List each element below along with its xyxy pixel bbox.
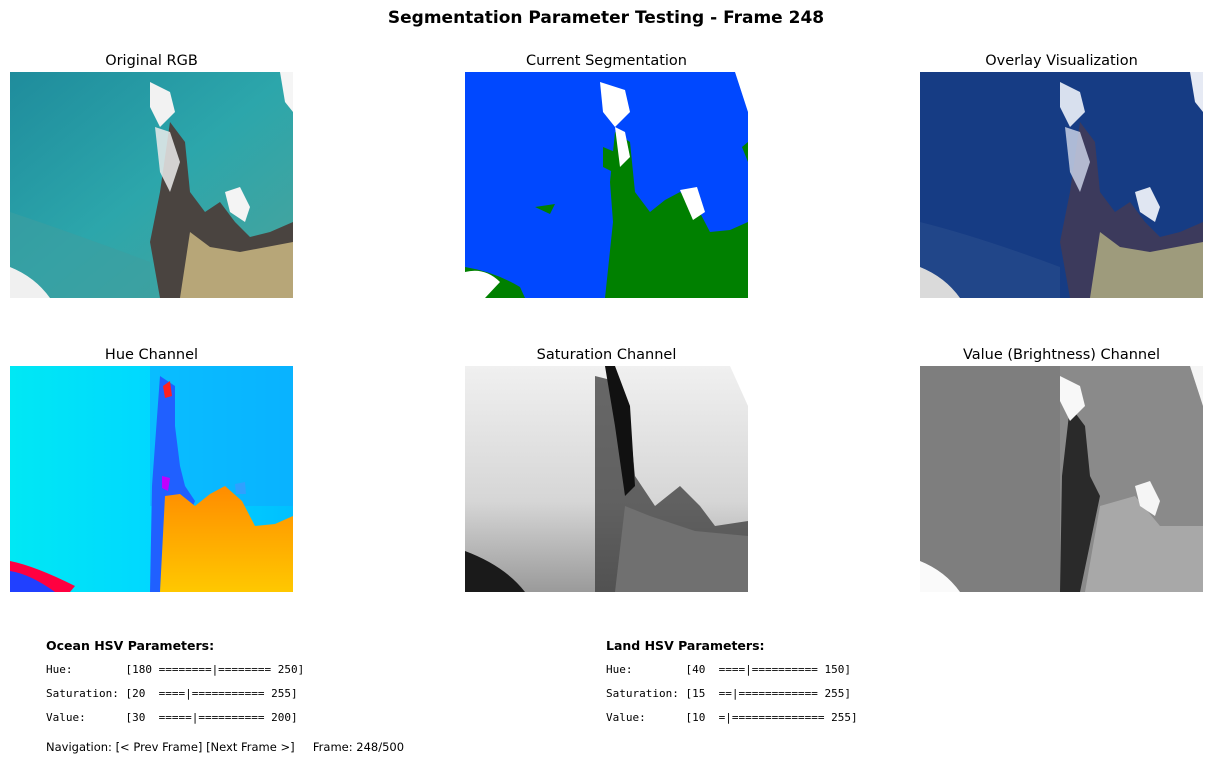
ocean-hsv-parameters: Ocean HSV Parameters: Hue: [180 ========…: [46, 634, 304, 730]
panel-current-segmentation: Current Segmentation: [465, 51, 748, 298]
land-saturation-slider[interactable]: Saturation: [15 ==|============ 255]: [606, 687, 852, 700]
next-frame-button[interactable]: [Next Frame >]: [206, 740, 295, 754]
panel-original-rgb: Original RGB: [10, 51, 293, 298]
land-value-slider[interactable]: Value: [10 =|============== 255]: [606, 711, 858, 724]
original-rgb-image: [10, 72, 293, 298]
saturation-channel-image: [465, 366, 748, 592]
ocean-saturation-slider[interactable]: Saturation: [20 ====|=========== 255]: [46, 687, 298, 700]
frame-counter: Frame: 248/500: [312, 740, 405, 754]
overlay-image: [920, 72, 1203, 298]
panel-title: Hue Channel: [104, 347, 199, 363]
segmentation-mask-image: [465, 72, 748, 298]
prev-frame-button[interactable]: [< Prev Frame]: [115, 740, 203, 754]
panel-overlay-visualization: Overlay Visualization: [920, 51, 1203, 298]
navigation-bar: Navigation: [< Prev Frame] [Next Frame >…: [46, 740, 404, 754]
ocean-hue-slider[interactable]: Hue: [180 ========|======== 250]: [46, 663, 305, 676]
ocean-params-heading: Ocean HSV Parameters:: [46, 638, 215, 653]
panel-title: Overlay Visualization: [985, 53, 1138, 69]
panel-title: Original RGB: [105, 53, 198, 69]
panel-hue-channel: Hue Channel: [10, 345, 293, 592]
figure-title: Segmentation Parameter Testing - Frame 2…: [387, 8, 825, 28]
navigation-label: Navigation:: [46, 740, 112, 754]
land-hue-slider[interactable]: Hue: [40 ====|========== 150]: [606, 663, 852, 676]
panel-title: Value (Brightness) Channel: [962, 347, 1161, 363]
ocean-value-slider[interactable]: Value: [30 =====|========== 200]: [46, 711, 298, 724]
value-channel-image: [920, 366, 1203, 592]
panel-title: Current Segmentation: [526, 53, 687, 69]
panel-value-channel: Value (Brightness) Channel: [920, 345, 1203, 592]
panel-saturation-channel: Saturation Channel: [465, 345, 748, 592]
panel-title: Saturation Channel: [536, 347, 677, 363]
hue-channel-image: [10, 366, 293, 592]
land-params-heading: Land HSV Parameters:: [606, 638, 765, 653]
land-hsv-parameters: Land HSV Parameters: Hue: [40 ====|=====…: [606, 634, 858, 730]
